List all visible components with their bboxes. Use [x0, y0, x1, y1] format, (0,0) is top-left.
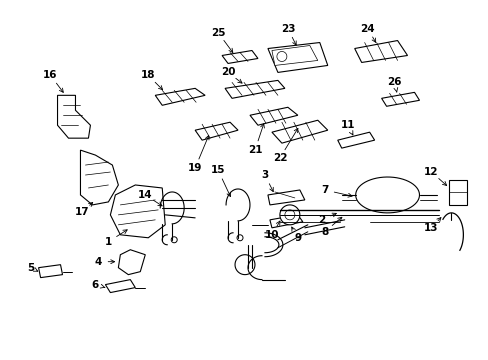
- Text: 17: 17: [75, 207, 90, 217]
- Polygon shape: [276, 51, 286, 62]
- Text: 12: 12: [424, 167, 438, 177]
- Text: 4: 4: [95, 257, 102, 267]
- Text: 25: 25: [210, 28, 225, 37]
- Text: 1: 1: [104, 237, 112, 247]
- Polygon shape: [222, 50, 258, 63]
- Polygon shape: [155, 88, 204, 105]
- Polygon shape: [81, 150, 118, 205]
- Polygon shape: [105, 280, 135, 293]
- Text: 8: 8: [321, 227, 328, 237]
- Polygon shape: [285, 210, 294, 220]
- Polygon shape: [269, 215, 302, 228]
- Text: 24: 24: [360, 24, 374, 33]
- Polygon shape: [267, 190, 304, 205]
- Text: 6: 6: [92, 280, 99, 289]
- Text: 20: 20: [221, 67, 235, 77]
- Text: 26: 26: [386, 77, 401, 87]
- Polygon shape: [110, 185, 165, 238]
- Text: 13: 13: [424, 223, 438, 233]
- Text: 7: 7: [321, 185, 328, 195]
- Polygon shape: [448, 180, 467, 205]
- Text: 10: 10: [264, 230, 279, 240]
- Polygon shape: [224, 80, 285, 98]
- Polygon shape: [381, 92, 419, 106]
- Text: 18: 18: [141, 71, 155, 80]
- Polygon shape: [271, 120, 327, 143]
- Polygon shape: [235, 255, 254, 275]
- Text: 11: 11: [340, 120, 354, 130]
- Text: 23: 23: [280, 24, 295, 33]
- Polygon shape: [58, 95, 90, 138]
- Text: 21: 21: [247, 145, 262, 155]
- Polygon shape: [271, 45, 317, 66]
- Text: 19: 19: [187, 163, 202, 173]
- Text: 14: 14: [138, 190, 152, 200]
- Polygon shape: [39, 265, 62, 278]
- Polygon shape: [171, 237, 177, 243]
- Text: 9: 9: [294, 233, 301, 243]
- Text: 2: 2: [318, 215, 325, 225]
- Text: 22: 22: [272, 153, 286, 163]
- Polygon shape: [354, 41, 407, 62]
- Text: 5: 5: [27, 263, 34, 273]
- Text: 3: 3: [261, 170, 268, 180]
- Polygon shape: [195, 122, 238, 140]
- Polygon shape: [267, 42, 327, 72]
- Polygon shape: [279, 205, 299, 225]
- Text: 15: 15: [210, 165, 225, 175]
- Text: 16: 16: [43, 71, 58, 80]
- Polygon shape: [249, 107, 297, 125]
- Polygon shape: [118, 250, 145, 275]
- Polygon shape: [355, 177, 419, 213]
- Polygon shape: [337, 132, 374, 148]
- Polygon shape: [237, 235, 243, 241]
